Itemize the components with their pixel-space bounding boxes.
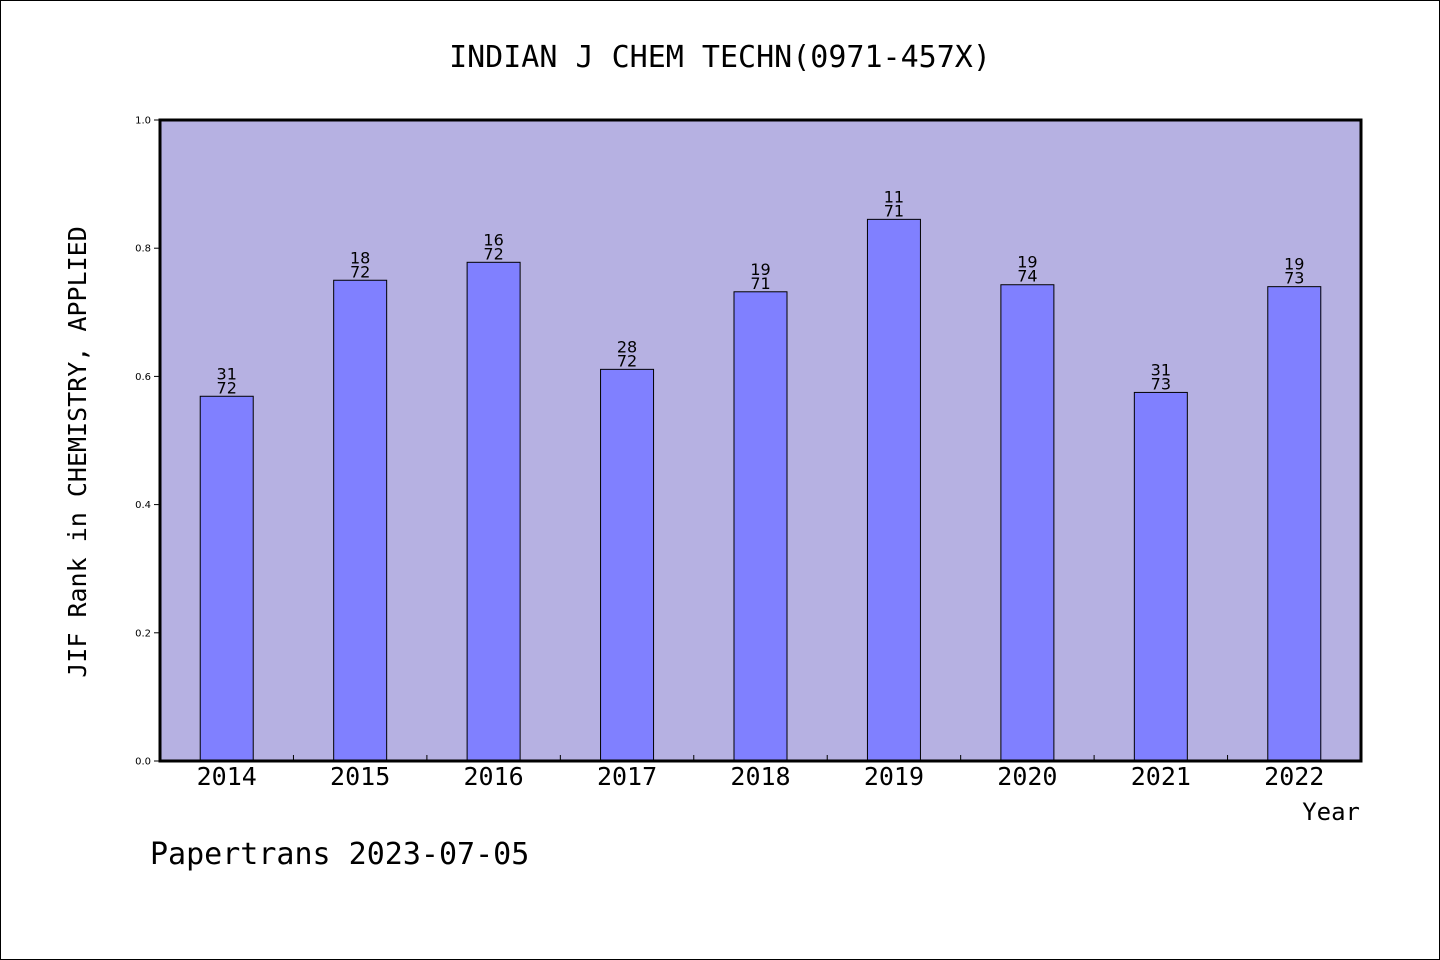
bar bbox=[866, 218, 921, 762]
bar-total-label: 72 bbox=[217, 378, 237, 397]
bar-total-label: 73 bbox=[1151, 374, 1171, 393]
y-tick-label: 0.4 bbox=[135, 500, 151, 511]
bar-rank-label: 28 bbox=[617, 337, 637, 356]
bar bbox=[1267, 286, 1322, 762]
bar-total-label: 71 bbox=[884, 201, 904, 220]
bar-total-label: 71 bbox=[750, 274, 770, 293]
bar bbox=[1000, 284, 1055, 762]
bar bbox=[333, 279, 388, 762]
y-axis-label: JIF Rank in CHEMISTRY, APPLIED bbox=[63, 226, 92, 678]
bar-rank-label: 19 bbox=[1017, 253, 1037, 272]
footer-note: Papertrans 2023-07-05 bbox=[150, 837, 529, 872]
x-tick-label: 2016 bbox=[464, 762, 524, 791]
x-tick-label: 2022 bbox=[1264, 762, 1324, 791]
bar bbox=[600, 368, 655, 762]
x-tick-label: 2018 bbox=[730, 762, 790, 791]
bar-total-label: 72 bbox=[350, 262, 370, 281]
bar-rank-label: 11 bbox=[884, 187, 904, 206]
y-axis-ticks: 0.0 0.2 0.4 0.6 0.8 1.0 bbox=[135, 116, 160, 768]
x-tick-label: 2015 bbox=[330, 762, 390, 791]
x-tick-label: 2019 bbox=[864, 762, 924, 791]
bar bbox=[466, 261, 521, 762]
y-tick-label: 0.0 bbox=[135, 757, 151, 768]
bar-rank-label: 16 bbox=[483, 230, 503, 249]
y-tick-label: 1.0 bbox=[135, 116, 151, 127]
x-tick-label: 2017 bbox=[597, 762, 657, 791]
bar bbox=[1133, 391, 1188, 762]
bar-rank-label: 19 bbox=[1284, 255, 1304, 274]
x-tick-label: 2020 bbox=[997, 762, 1057, 791]
bar-total-label: 74 bbox=[1017, 267, 1037, 286]
bar-rank-label: 31 bbox=[217, 364, 237, 383]
x-axis-label: Year bbox=[1302, 798, 1360, 826]
x-tick-label: 2021 bbox=[1131, 762, 1191, 791]
bar bbox=[199, 395, 254, 762]
bar-total-label: 72 bbox=[617, 351, 637, 370]
x-tick-label: 2014 bbox=[197, 762, 257, 791]
y-tick-label: 0.2 bbox=[135, 628, 151, 639]
bar-rank-label: 31 bbox=[1151, 360, 1171, 379]
bar-total-label: 73 bbox=[1284, 269, 1304, 288]
plot-border bbox=[158, 118, 1363, 763]
bar-rank-label: 19 bbox=[750, 260, 770, 279]
bar bbox=[733, 291, 788, 762]
bar-rank-label: 18 bbox=[350, 248, 370, 267]
x-axis-ticks: 2014 2015 2016 2017 2018 2019 2020 2021 2022 bbox=[197, 755, 1324, 791]
bar-total-label: 72 bbox=[483, 244, 503, 263]
chart-title: INDIAN J CHEM TECHN(0971-457X) bbox=[449, 40, 991, 75]
y-tick-label: 0.6 bbox=[135, 372, 151, 383]
y-tick-label: 0.8 bbox=[135, 244, 151, 255]
